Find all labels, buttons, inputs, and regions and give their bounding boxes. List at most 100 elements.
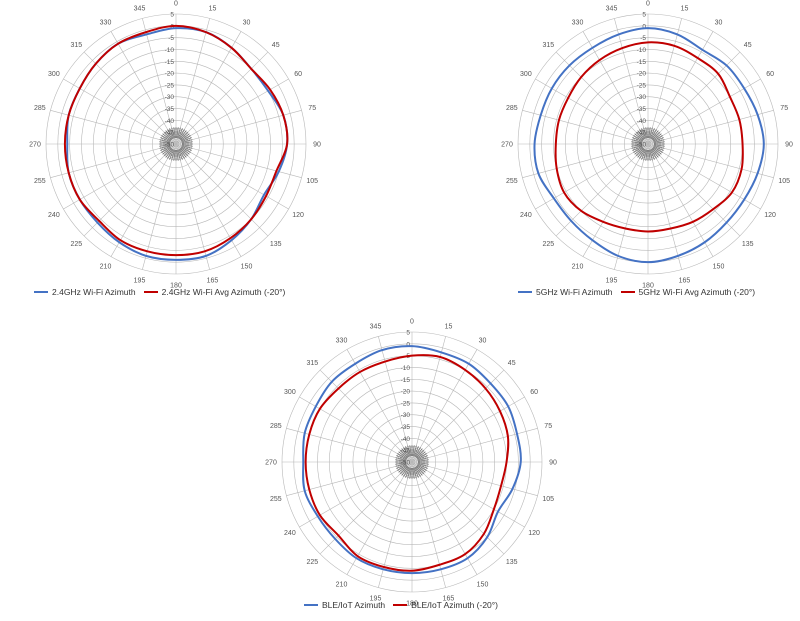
grid-inner-spoke: [631, 139, 643, 143]
angle-tick-label: 240: [48, 212, 60, 219]
grid-spoke: [647, 143, 774, 178]
grid-inner-spoke: [637, 130, 645, 140]
grid-inner-spoke: [398, 465, 408, 473]
grid-inner-spoke: [399, 465, 409, 475]
grid-inner-spoke: [653, 137, 664, 143]
grid-spoke: [647, 143, 714, 257]
grid-inner-spoke: [167, 129, 174, 140]
legend-label: 2.4GHz Wi-Fi Avg Azimuth (-20°): [161, 287, 286, 297]
angle-tick-label: 60: [766, 71, 774, 78]
grid-inner-spoke: [643, 127, 647, 139]
angle-tick-label: 105: [542, 496, 554, 503]
radial-tick-label: -5: [640, 35, 646, 42]
angle-tick-label: 75: [780, 105, 788, 112]
grid-inner-spoke: [407, 467, 411, 479]
angle-tick-label: 270: [29, 142, 41, 149]
grid-inner-spoke: [167, 148, 174, 159]
series-line-2: [304, 354, 510, 572]
legend-swatch-red: [143, 291, 158, 293]
legend-3: BLE/IoT Azimuth BLE/IoT Azimuth (-20°): [304, 600, 498, 610]
angle-tick-label: 240: [520, 212, 532, 219]
angle-tick-label: 225: [542, 241, 554, 248]
angle-tick-label: 75: [544, 423, 552, 430]
radial-tick-label: -15: [165, 59, 175, 66]
grid-spoke: [522, 143, 649, 178]
legend-label: BLE/IoT Azimuth: [322, 600, 386, 610]
legend-swatch-blue: [304, 604, 318, 606]
angle-tick-label: 225: [70, 241, 82, 248]
radial-tick-label: 5: [406, 330, 410, 337]
grid-inner-spoke: [395, 457, 407, 461]
grid-inner-spoke: [653, 144, 665, 147]
grid-inner-spoke: [177, 128, 183, 139]
grid-inner-spoke: [180, 147, 190, 155]
radial-tick-label: -15: [637, 59, 647, 66]
angle-tick-label: 0: [410, 319, 414, 326]
grid-inner-spoke: [649, 149, 655, 160]
grid-spoke: [614, 143, 649, 270]
grid-inner-spoke: [409, 467, 412, 479]
grid-spoke: [175, 143, 289, 210]
angle-tick-label: 315: [306, 360, 318, 367]
angle-tick-label: 15: [681, 5, 689, 12]
grid-spoke: [175, 143, 302, 178]
radial-tick-label: -5: [168, 35, 174, 42]
grid-inner-spoke: [639, 148, 646, 159]
grid-inner-spoke: [181, 145, 193, 149]
legend-swatch-blue: [518, 291, 532, 293]
grid-spoke: [647, 18, 682, 145]
angle-tick-label: 315: [70, 42, 82, 49]
angle-tick-label: 345: [606, 5, 618, 12]
legend-2: 5GHz Wi-Fi Azimuth 5GHz Wi-Fi Avg Azimut…: [518, 287, 755, 297]
grid-inner-spoke: [397, 464, 408, 471]
grid-spoke: [110, 143, 177, 257]
grid-inner-spoke: [653, 145, 664, 151]
polar-plot-1-svg: 0 15 30 45 60 75 90 105 120 135 150 165 180 195 210 225…: [29, 1, 321, 290]
angle-tick-label: 270: [501, 142, 513, 149]
grid-spoke: [175, 51, 269, 145]
angle-tick-label: 285: [506, 105, 518, 112]
legend-label: 5GHz Wi-Fi Avg Azimuth (-20°): [638, 287, 756, 297]
grid-inner-spoke: [407, 445, 411, 457]
legend-swatch-red: [620, 291, 635, 293]
grid-inner-spoke: [417, 462, 429, 465]
series-line-2: [63, 24, 289, 257]
grid-inner-spoke: [395, 463, 407, 467]
grid-inner-spoke: [405, 446, 411, 457]
grid-inner-spoke: [179, 131, 189, 141]
angle-tick-label: 150: [713, 264, 725, 271]
grid-inner-spoke: [415, 448, 423, 458]
grid-inner-spoke: [163, 147, 173, 157]
grid-inner-spoke: [395, 462, 407, 465]
grid-inner-spoke: [414, 447, 421, 458]
grid-inner-spoke: [414, 466, 421, 477]
angle-tick-label: 165: [443, 596, 455, 603]
grid-inner-spoke: [648, 127, 651, 139]
legend-item-5ghz-azimuth: 5GHz Wi-Fi Azimuth: [518, 287, 613, 297]
grid-inner-spoke: [652, 135, 663, 142]
grid-inner-spoke: [180, 135, 191, 142]
grid-inner-spoke: [412, 467, 415, 479]
grid-inner-spoke: [651, 147, 661, 157]
grid-inner-spoke: [177, 149, 181, 161]
angle-tick-label: 150: [477, 582, 489, 589]
legend-item-2-4ghz-azimuth: 2.4GHz Wi-Fi Azimuth: [34, 287, 136, 297]
grid-inner-spoke: [180, 146, 191, 153]
grid-inner-spoke: [159, 145, 171, 149]
grid-spoke: [411, 396, 525, 463]
radial-tick-label: -20: [637, 71, 647, 78]
grid-inner-spoke: [632, 137, 643, 143]
angle-tick-label: 165: [679, 278, 691, 285]
grid-spoke: [647, 51, 741, 145]
radial-tick-label: -15: [401, 377, 411, 384]
angle-tick-label: 225: [306, 559, 318, 566]
grid-spoke: [411, 349, 478, 463]
polar-plot-3-svg: 0 15 30 45 60 75 90 105 120 135 150 165 180 195 210 225…: [265, 319, 557, 608]
angle-tick-label: 345: [134, 5, 146, 12]
grid-inner-spoke: [649, 128, 655, 139]
radial-tick-label: 0: [642, 23, 646, 30]
grid-inner-spoke: [159, 144, 171, 147]
grid-inner-spoke: [653, 141, 665, 144]
grid-spoke: [535, 143, 649, 210]
grid-inner-spoke: [653, 145, 665, 149]
